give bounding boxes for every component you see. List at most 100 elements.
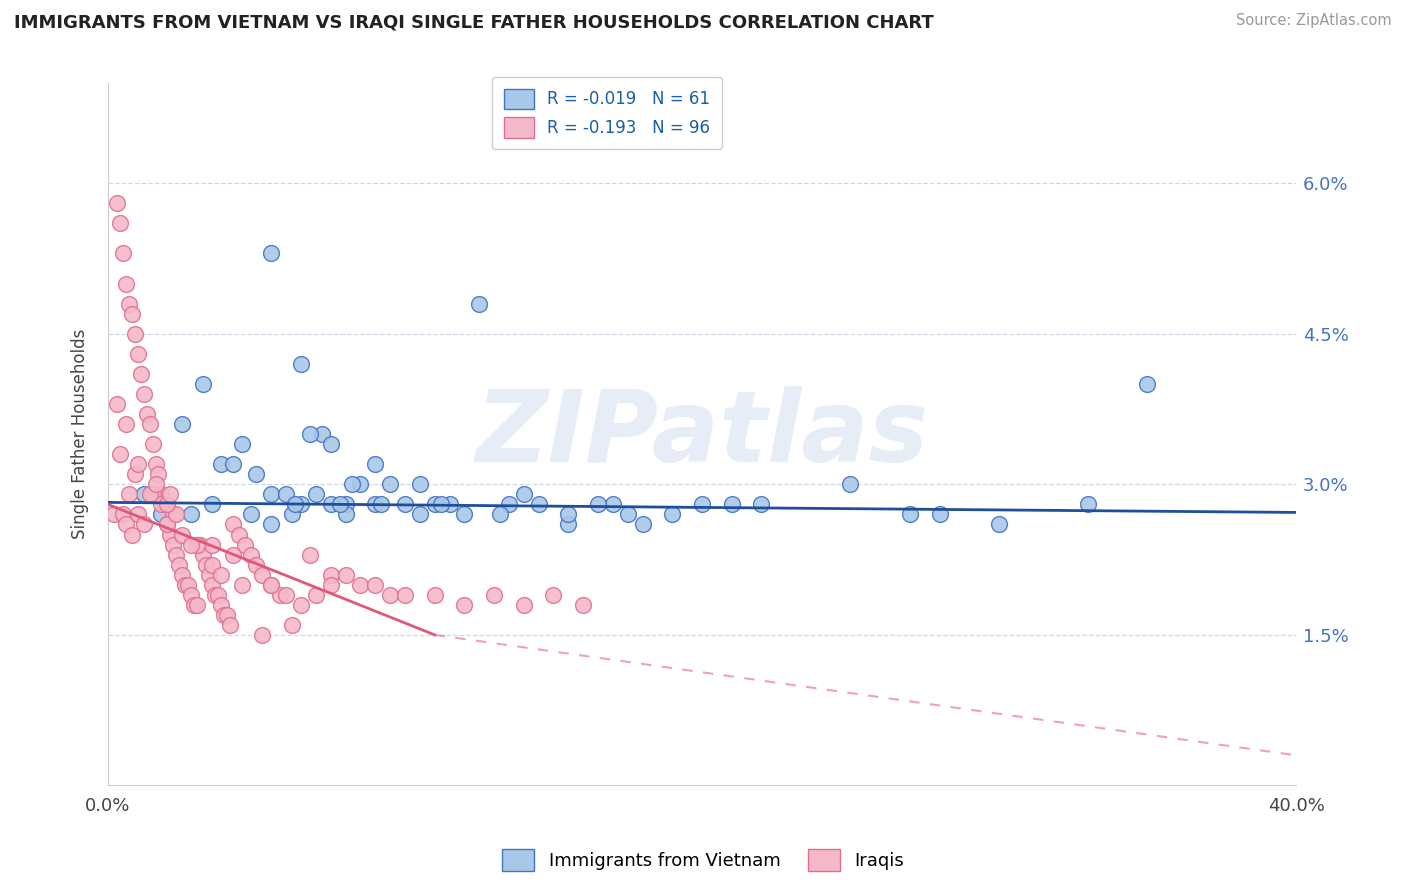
Point	[239, 548, 262, 562]
Point	[209, 598, 232, 612]
Point	[340, 477, 363, 491]
Y-axis label: Single Father Households: Single Father Households	[72, 329, 89, 540]
Point	[145, 457, 167, 471]
Point	[928, 508, 950, 522]
Point	[180, 508, 202, 522]
Point	[138, 487, 160, 501]
Point	[215, 607, 238, 622]
Point	[335, 567, 357, 582]
Point	[124, 326, 146, 341]
Point	[156, 517, 179, 532]
Point	[260, 246, 283, 260]
Point	[245, 558, 267, 572]
Point	[720, 497, 742, 511]
Point	[169, 558, 191, 572]
Point	[453, 508, 475, 522]
Point	[305, 487, 328, 501]
Point	[150, 497, 173, 511]
Point	[290, 357, 312, 371]
Point	[252, 628, 274, 642]
Point	[222, 517, 245, 532]
Point	[231, 437, 253, 451]
Point	[409, 508, 432, 522]
Point	[198, 567, 221, 582]
Point	[364, 457, 387, 471]
Point	[118, 296, 141, 310]
Point	[114, 277, 136, 291]
Legend: R = -0.019   N = 61, R = -0.193   N = 96: R = -0.019 N = 61, R = -0.193 N = 96	[492, 77, 721, 150]
Point	[124, 467, 146, 482]
Legend: Immigrants from Vietnam, Iraqis: Immigrants from Vietnam, Iraqis	[495, 842, 911, 879]
Point	[138, 417, 160, 431]
Point	[311, 427, 333, 442]
Point	[201, 497, 224, 511]
Point	[183, 598, 205, 612]
Point	[335, 508, 357, 522]
Point	[602, 497, 624, 511]
Point	[349, 477, 371, 491]
Point	[898, 508, 921, 522]
Point	[482, 588, 505, 602]
Point	[290, 497, 312, 511]
Point	[349, 577, 371, 591]
Point	[141, 487, 163, 501]
Point	[165, 548, 187, 562]
Point	[212, 607, 235, 622]
Point	[222, 548, 245, 562]
Point	[439, 497, 461, 511]
Point	[394, 588, 416, 602]
Point	[162, 537, 184, 551]
Point	[298, 427, 321, 442]
Point	[201, 577, 224, 591]
Point	[114, 517, 136, 532]
Point	[209, 457, 232, 471]
Point	[127, 457, 149, 471]
Point	[201, 537, 224, 551]
Point	[228, 527, 250, 541]
Point	[305, 588, 328, 602]
Point	[132, 517, 155, 532]
Point	[145, 477, 167, 491]
Point	[222, 457, 245, 471]
Point	[108, 216, 131, 230]
Point	[111, 508, 134, 522]
Point	[132, 487, 155, 501]
Point	[118, 487, 141, 501]
Point	[172, 527, 194, 541]
Point	[148, 467, 170, 482]
Point	[690, 497, 713, 511]
Point	[121, 527, 143, 541]
Point	[159, 487, 181, 501]
Point	[153, 497, 176, 511]
Point	[631, 517, 654, 532]
Point	[557, 508, 579, 522]
Point	[378, 477, 401, 491]
Point	[159, 527, 181, 541]
Point	[281, 618, 304, 632]
Point	[103, 508, 125, 522]
Point	[269, 588, 291, 602]
Point	[150, 487, 173, 501]
Point	[409, 477, 432, 491]
Point	[543, 588, 565, 602]
Point	[209, 567, 232, 582]
Point	[329, 497, 352, 511]
Point	[572, 598, 595, 612]
Point	[177, 577, 200, 591]
Point	[453, 598, 475, 612]
Point	[661, 508, 683, 522]
Point	[204, 588, 226, 602]
Point	[616, 508, 638, 522]
Point	[207, 588, 229, 602]
Point	[1136, 376, 1159, 391]
Point	[156, 517, 179, 532]
Point	[186, 598, 208, 612]
Point	[180, 537, 202, 551]
Text: Source: ZipAtlas.com: Source: ZipAtlas.com	[1236, 13, 1392, 29]
Point	[156, 497, 179, 511]
Point	[489, 508, 512, 522]
Point	[468, 296, 491, 310]
Point	[201, 558, 224, 572]
Point	[319, 497, 342, 511]
Point	[281, 508, 304, 522]
